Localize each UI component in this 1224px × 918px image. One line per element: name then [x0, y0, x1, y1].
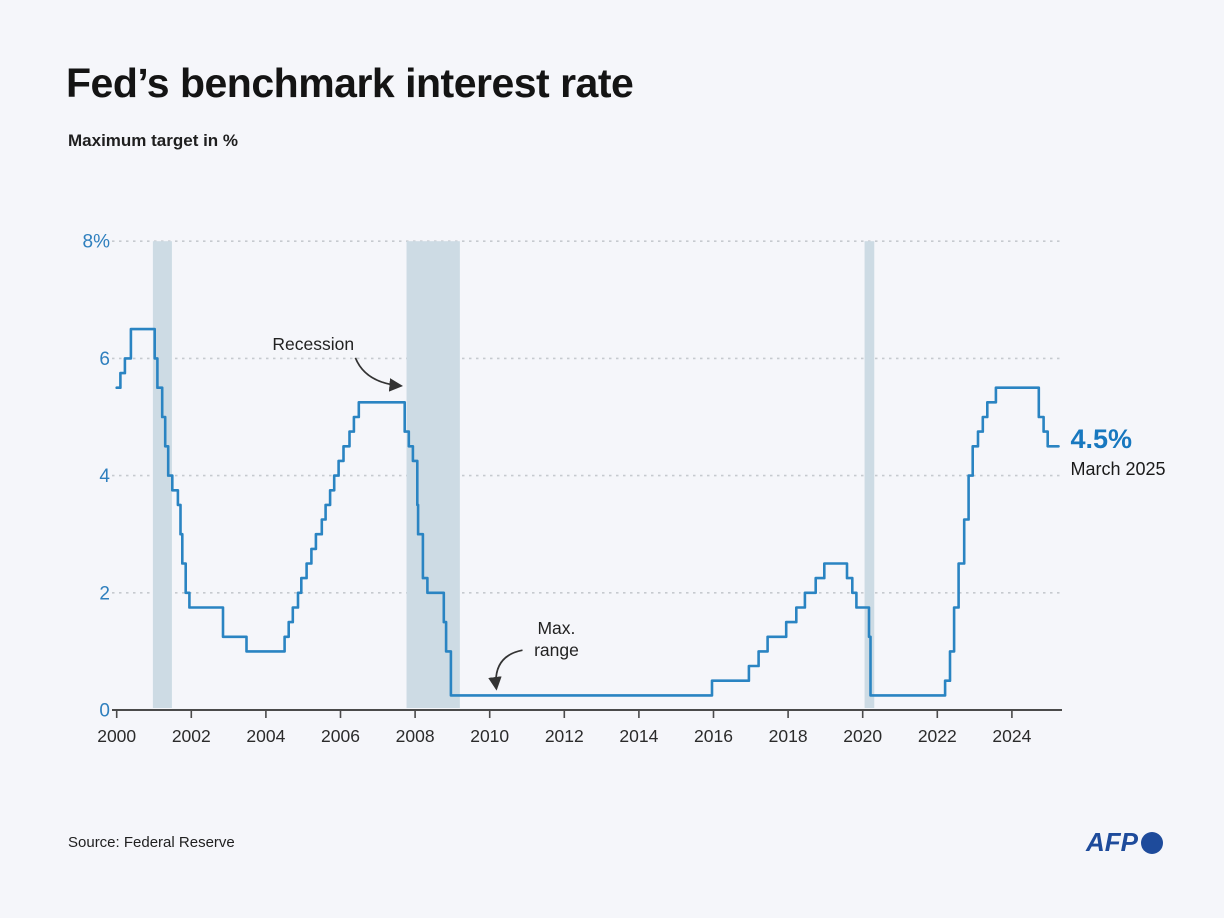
annotation-arrow: [354, 357, 403, 392]
rate-step-line: [115, 327, 1060, 697]
annotation-max-range-line2: range: [534, 640, 579, 661]
y-tick-label: 0: [99, 701, 110, 722]
x-tick-label: 2004: [246, 726, 285, 746]
x-tick-label: 2022: [918, 726, 957, 746]
gridlines: [112, 240, 1062, 594]
x-tick-label: 2010: [470, 726, 509, 746]
annotation-recession: Recession: [272, 334, 354, 356]
y-tick-label: 8%: [83, 232, 111, 253]
x-tick-label: 2012: [545, 726, 584, 746]
x-tick-label: 2024: [992, 726, 1031, 746]
current-rate-date: March 2025: [1070, 459, 1166, 480]
annotation-arrows: [354, 357, 523, 691]
y-tick-label: 4: [99, 466, 110, 487]
y-tick-label: 2: [99, 583, 110, 604]
current-rate-value: 4.5%: [1070, 424, 1133, 455]
x-axis: [112, 709, 1062, 718]
afp-globe-icon: [1141, 831, 1163, 854]
annotation-max-range: Max. range: [534, 618, 579, 662]
x-tick-label: 2000: [97, 726, 136, 746]
annotation-arrow: [488, 649, 523, 691]
x-tick-label: 2002: [172, 726, 211, 746]
afp-logo: AFP: [1086, 827, 1163, 858]
chart-title: Fed’s benchmark interest rate: [66, 60, 634, 106]
recession-band: [406, 241, 460, 708]
y-tick-label: 6: [99, 349, 110, 370]
axis-labels: 2000 2002 2004 2006 2008 2010 2012 2014 2016 2018…: [83, 232, 1032, 746]
x-tick-label: 2016: [694, 726, 733, 746]
x-tick-label: 2018: [769, 726, 808, 746]
afp-logo-text: AFP: [1086, 827, 1138, 857]
rate-line: [115, 327, 1060, 697]
x-tick-label: 2014: [619, 726, 658, 746]
x-tick-label: 2020: [843, 726, 882, 746]
x-tick-label: 2006: [321, 726, 360, 746]
current-rate-label: 4.5% March 2025: [1070, 424, 1166, 480]
annotation-recession-text: Recession: [272, 333, 355, 354]
recession-band: [864, 241, 875, 708]
x-tick-label: 2008: [396, 726, 435, 746]
annotation-max-range-line1: Max.: [537, 618, 576, 639]
chart-subtitle: Maximum target in %: [68, 131, 239, 150]
source-credit: Source: Federal Reserve: [68, 834, 235, 851]
recession-bands: [152, 241, 875, 708]
